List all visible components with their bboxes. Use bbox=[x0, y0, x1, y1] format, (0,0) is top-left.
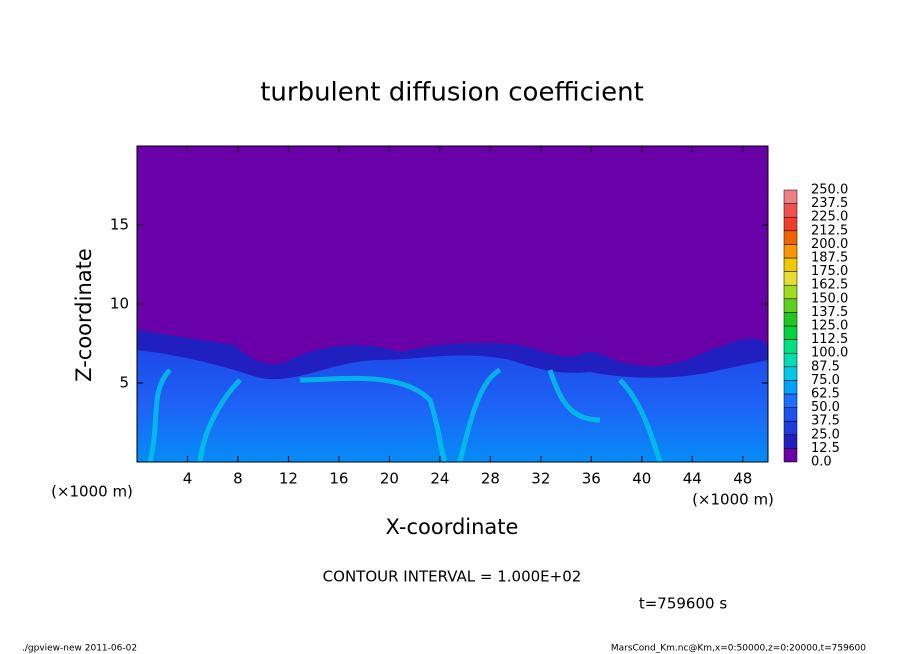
colorbar-label: 150.0 bbox=[811, 291, 848, 306]
colorbar-label: 0.0 bbox=[811, 455, 832, 470]
colorbar-label: 125.0 bbox=[811, 319, 848, 334]
y-tick-label: 10 bbox=[110, 295, 129, 313]
colorbar-box bbox=[783, 434, 798, 449]
footer-left: ./gpview-new 2011-06-02 bbox=[22, 644, 137, 654]
colorbar-box bbox=[783, 298, 798, 313]
colorbar-box bbox=[783, 352, 798, 368]
x-unit-label: (×1000 m) bbox=[692, 491, 774, 509]
colorbar-box bbox=[783, 325, 798, 340]
colorbar-label: 87.5 bbox=[811, 359, 840, 374]
x-tick-label: 4 bbox=[183, 470, 193, 488]
colorbar-box bbox=[783, 407, 798, 422]
x-tick-label: 20 bbox=[380, 470, 399, 488]
y-tick-label: 5 bbox=[119, 374, 129, 392]
colorbar-box bbox=[783, 380, 798, 395]
colorbar-label: 237.5 bbox=[811, 196, 848, 211]
colorbar-box bbox=[783, 448, 798, 463]
colorbar-label: 62.5 bbox=[811, 387, 840, 402]
x-tick-label: 16 bbox=[329, 470, 348, 488]
x-tick-label: 44 bbox=[683, 470, 702, 488]
chart-title: turbulent diffusion coefficient bbox=[260, 78, 644, 108]
x-tick-label: 8 bbox=[233, 470, 243, 488]
x-tick-label: 24 bbox=[430, 470, 449, 488]
colorbar-label: 225.0 bbox=[811, 210, 848, 225]
field bbox=[137, 146, 768, 463]
turbulent-streaks bbox=[147, 367, 663, 463]
colorbar-label: 250.0 bbox=[811, 183, 848, 198]
colorbar-box bbox=[783, 366, 798, 381]
x-tick-label: 12 bbox=[279, 470, 298, 488]
colorbar-label: 137.5 bbox=[811, 305, 848, 320]
colorbar-label: 100.0 bbox=[811, 346, 848, 361]
colorbar-box bbox=[783, 271, 798, 286]
colorbar-label: 212.5 bbox=[811, 223, 848, 238]
footer-right: MarsCond_Km.nc@Km,x=0:50000,z=0:20000,t=… bbox=[611, 644, 866, 654]
colorbar-box bbox=[783, 420, 798, 436]
y-unit-label: (×1000 m) bbox=[51, 483, 133, 501]
colorbar-box bbox=[783, 203, 798, 218]
colorbar-label: 112.5 bbox=[811, 332, 848, 347]
colorbar-label: 25.0 bbox=[811, 427, 840, 442]
colorbar-label: 162.5 bbox=[811, 278, 848, 293]
colorbar-label: 187.5 bbox=[811, 251, 848, 266]
colorbar-box bbox=[783, 339, 798, 354]
colorbar-box bbox=[783, 284, 798, 300]
colorbar-label: 12.5 bbox=[811, 441, 840, 456]
colorbar-box bbox=[783, 189, 798, 204]
x-tick-label: 48 bbox=[733, 470, 752, 488]
colorbar-label: 75.0 bbox=[811, 373, 840, 388]
colorbar-box bbox=[783, 257, 798, 272]
y-tick-label: 15 bbox=[110, 216, 129, 234]
colorbar-label: 50.0 bbox=[811, 400, 840, 415]
annotation: CONTOUR INTERVAL = 1.000E+02 bbox=[323, 568, 582, 586]
x-tick-label: 40 bbox=[632, 470, 651, 488]
x-tick-label: 32 bbox=[531, 470, 550, 488]
x-tick-label: 36 bbox=[582, 470, 601, 488]
colorbar-box bbox=[783, 393, 798, 408]
colorbar-box bbox=[783, 230, 798, 245]
colorbar-label: 37.5 bbox=[811, 414, 840, 429]
colorbar-label: 200.0 bbox=[811, 237, 848, 252]
colorbar-box bbox=[783, 216, 798, 232]
colorbar-label: 175.0 bbox=[811, 264, 848, 279]
x-tick-label: 28 bbox=[481, 470, 500, 488]
turbulent-layer-inner bbox=[137, 350, 768, 462]
y-axis-label: Z-coordinate bbox=[72, 248, 96, 382]
time-label: t=759600 s bbox=[639, 595, 727, 613]
x-axis-label: X-coordinate bbox=[386, 515, 519, 539]
colorbar-box bbox=[783, 244, 798, 259]
colorbar-box bbox=[783, 312, 798, 327]
